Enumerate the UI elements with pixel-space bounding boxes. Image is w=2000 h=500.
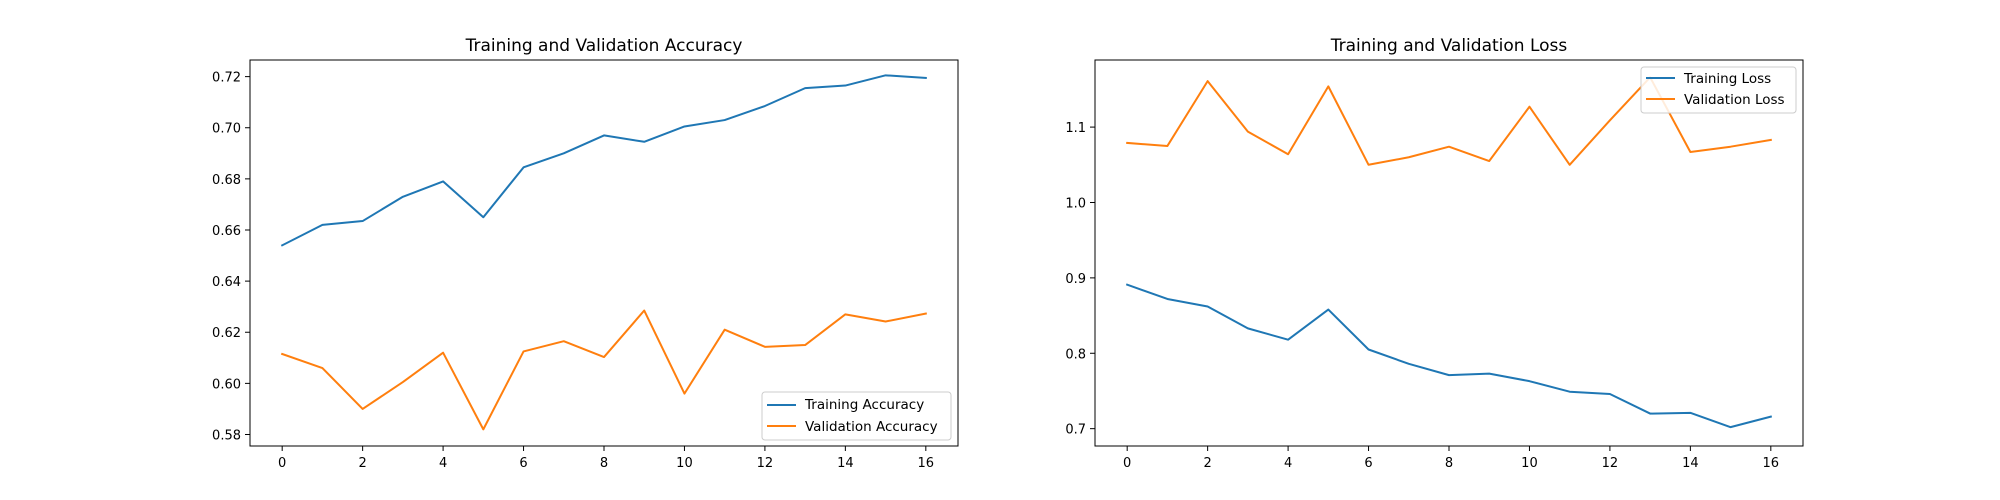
accuracy-y-tick-label: 0.60 — [212, 377, 241, 392]
loss-chart-ticks: 0 2 4 6 8 10 12 14 16 0.7 0.8 0.9 1.0 1.1 — [1065, 121, 1779, 471]
accuracy-y-tick-label: 0.58 — [212, 428, 241, 443]
loss-y-tick-label: 0.8 — [1065, 347, 1086, 362]
loss-chart-frame — [1094, 59, 1804, 447]
loss-x-tick-label: 16 — [1763, 456, 1780, 471]
loss-x-tick-label: 2 — [1203, 456, 1211, 471]
loss-chart: Training and Validation Loss 0 2 4 6 8 10 12 14… — [1065, 36, 1804, 471]
accuracy-y-tick-label: 0.70 — [212, 122, 241, 137]
accuracy-series-line-training — [280, 74, 927, 247]
loss-series-line-training — [1125, 283, 1773, 429]
accuracy-series-line-validation — [280, 309, 927, 431]
loss-x-tick-label: 12 — [1602, 456, 1619, 471]
loss-x-tick-label: 14 — [1682, 456, 1699, 471]
loss-chart-legend: Training Loss Validation Loss — [1640, 66, 1797, 114]
loss-legend-box — [1640, 66, 1797, 114]
loss-legend-label-validation: Validation Loss — [1684, 92, 1785, 108]
accuracy-legend-box — [761, 391, 952, 441]
loss-legend-label-training: Training Loss — [1683, 71, 1771, 87]
accuracy-y-tick-label: 0.66 — [212, 224, 241, 239]
accuracy-legend-label-training: Training Accuracy — [804, 397, 924, 413]
accuracy-x-tick-label: 2 — [358, 456, 366, 471]
loss-y-tick-label: 1.1 — [1065, 121, 1086, 136]
accuracy-x-tick-label: 16 — [918, 456, 935, 471]
accuracy-chart-marks — [280, 74, 927, 431]
accuracy-chart-ticks: 0 2 4 6 8 10 12 14 16 0.58 0.60 0.62 0.64 0.66 0.68 0.7… — [212, 71, 934, 471]
accuracy-chart-title: Training and Validation Accuracy — [465, 36, 743, 56]
accuracy-chart-frame — [249, 59, 959, 447]
accuracy-x-tick-label: 14 — [837, 456, 854, 471]
accuracy-legend-label-validation: Validation Accuracy — [805, 419, 938, 435]
loss-x-tick-label: 10 — [1521, 456, 1538, 471]
accuracy-y-tick-label: 0.62 — [212, 326, 241, 341]
accuracy-y-tick-label: 0.64 — [212, 275, 241, 290]
accuracy-x-tick-label: 0 — [278, 456, 286, 471]
accuracy-x-tick-label: 6 — [519, 456, 527, 471]
loss-x-tick-label: 8 — [1445, 456, 1453, 471]
loss-y-tick-label: 1.0 — [1065, 196, 1086, 211]
accuracy-x-tick-label: 8 — [600, 456, 608, 471]
accuracy-chart-legend: Training Accuracy Validation Accuracy — [761, 391, 952, 441]
loss-x-tick-label: 6 — [1364, 456, 1372, 471]
loss-x-tick-label: 0 — [1123, 456, 1131, 471]
loss-y-tick-label: 0.7 — [1065, 423, 1086, 438]
accuracy-chart: Training and Validation Accuracy 0 2 4 6 8 10… — [212, 36, 959, 471]
accuracy-x-tick-label: 4 — [439, 456, 447, 471]
accuracy-y-tick-label: 0.72 — [212, 71, 241, 86]
accuracy-y-tick-label: 0.68 — [212, 173, 241, 188]
accuracy-x-tick-label: 10 — [676, 456, 693, 471]
loss-chart-title: Training and Validation Loss — [1330, 36, 1568, 56]
accuracy-x-tick-label: 12 — [757, 456, 774, 471]
loss-y-tick-label: 0.9 — [1065, 272, 1086, 287]
loss-x-tick-label: 4 — [1284, 456, 1292, 471]
